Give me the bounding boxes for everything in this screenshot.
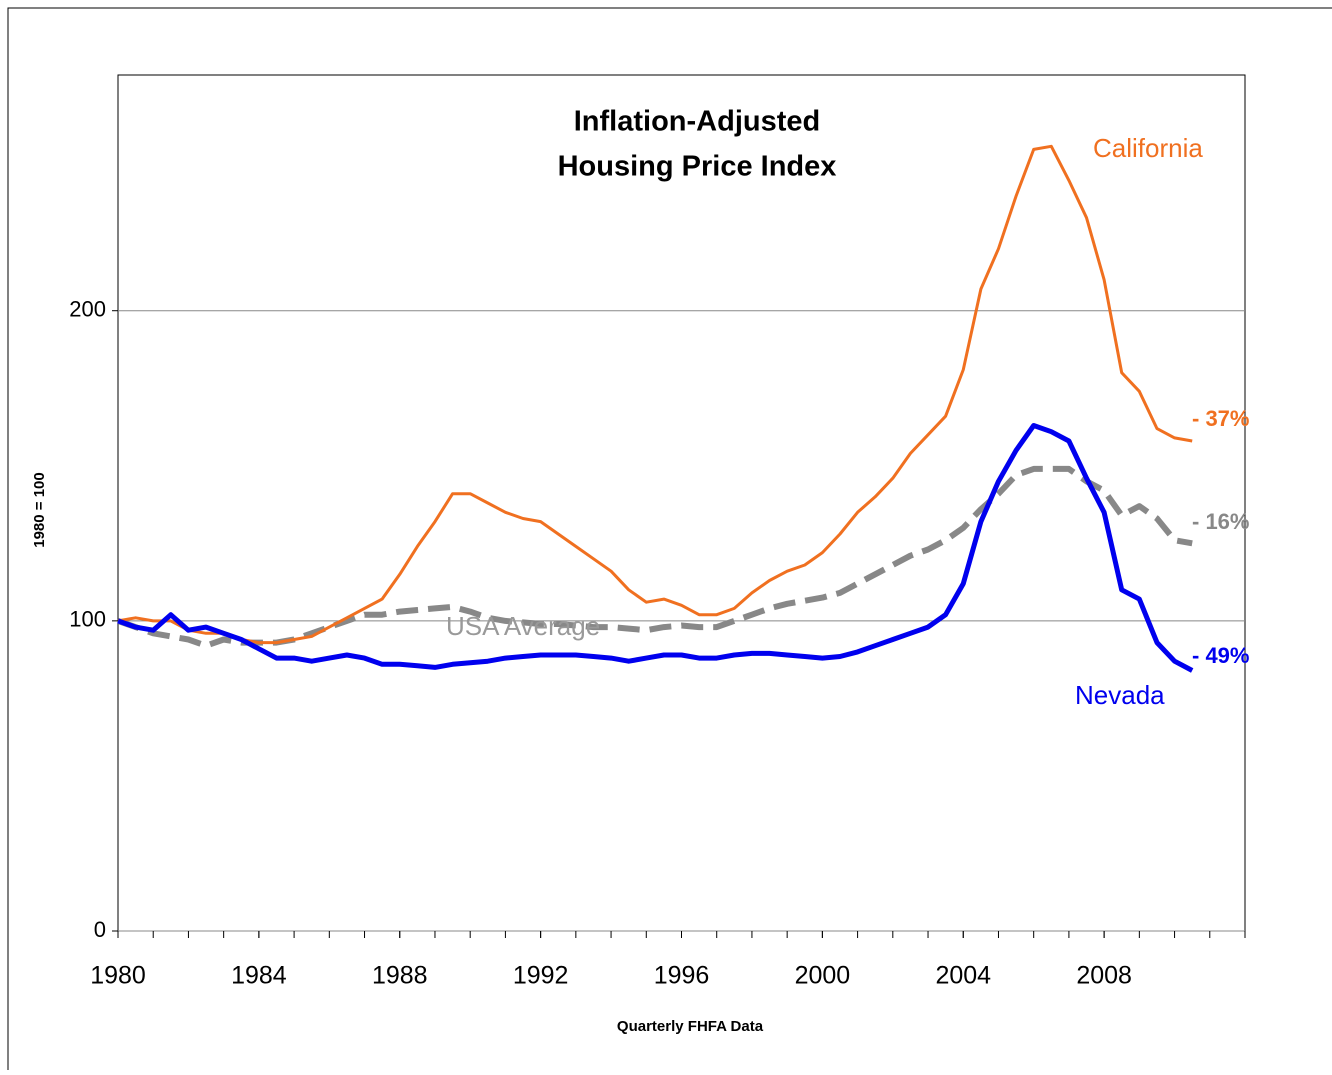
y-tick-label: 0: [94, 917, 106, 942]
chart-title: Inflation-Adjusted: [574, 106, 820, 138]
chart-title: Housing Price Index: [558, 151, 837, 183]
plot-frame: [117, 74, 1246, 932]
frame: [7, 7, 1332, 1075]
annotation: - 49%: [1192, 643, 1249, 668]
x-tick-label: 1988: [372, 962, 428, 990]
line-series: [117, 465, 1193, 649]
y-tick-label: 200: [69, 297, 106, 322]
x-tick-label: 2004: [935, 962, 991, 990]
x-axis-title: Quarterly FHFA Data: [617, 1018, 764, 1035]
annotation: USA Average: [446, 611, 600, 641]
y-axis-title: 1980 = 100: [31, 472, 48, 548]
x-tick-label: 1984: [231, 962, 287, 990]
annotation: California: [1093, 133, 1203, 163]
x-tick-label: 2008: [1076, 962, 1132, 990]
annotation: Nevada: [1075, 680, 1165, 710]
y-tick-label: 100: [69, 607, 106, 632]
line-series: [117, 144, 1193, 645]
annotation: - 16%: [1192, 509, 1249, 534]
annotation: - 37%: [1192, 406, 1249, 431]
x-tick-label: 2000: [795, 962, 851, 990]
plot-area: 0 100 200 1980 1984 1988 1992 1996 2000 2004 2008: [69, 74, 1246, 990]
line-series: [117, 423, 1194, 673]
x-tick-label: 1992: [513, 962, 569, 990]
x-tick-label: 1980: [90, 962, 146, 990]
x-tick-label: 1996: [654, 962, 710, 990]
